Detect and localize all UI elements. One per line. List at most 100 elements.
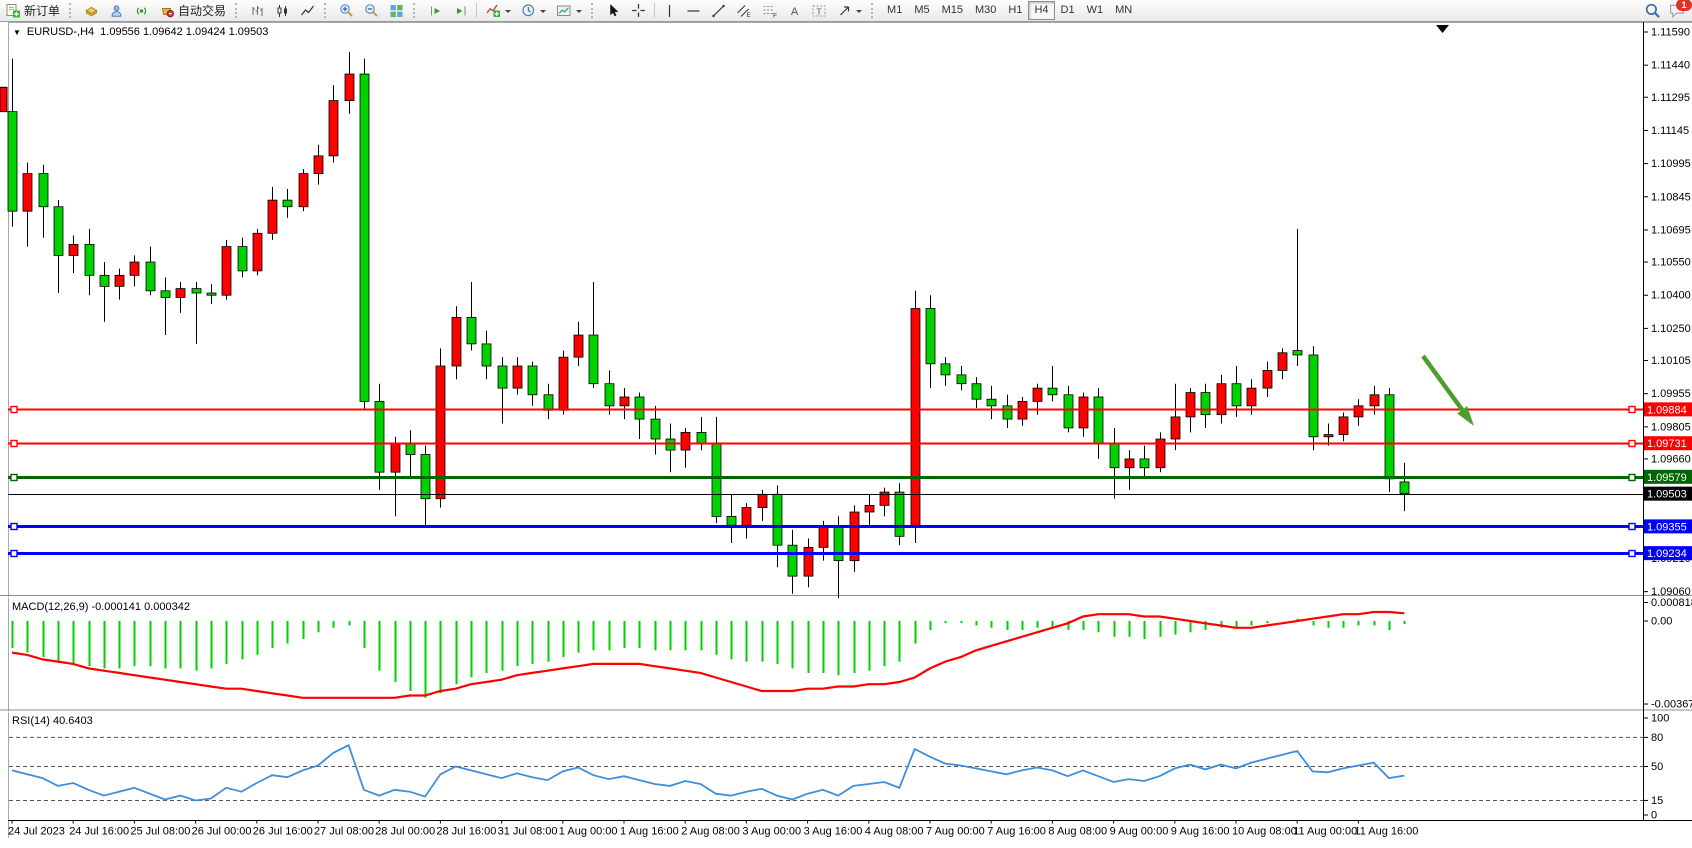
candle-body: [619, 396, 630, 407]
notifications-button[interactable]: 1: [1669, 0, 1692, 18]
candle-body: [1139, 458, 1150, 469]
timeframe-w1[interactable]: W1: [1086, 4, 1104, 16]
toolbar-separator: [476, 3, 478, 18]
chart-canvas[interactable]: 1.11590 1.11440 1.11295 1.11145 1.10995 1.108…: [0, 21, 1692, 848]
templates-button[interactable]: [551, 0, 587, 21]
pane-borders: [0, 22, 1692, 838]
time-axis-label: 9 Aug 00:00: [1110, 826, 1169, 838]
price-line-handle[interactable]: [1628, 439, 1636, 448]
candlestick-chart-button[interactable]: [270, 0, 295, 21]
candle-body: [573, 334, 584, 358]
market-watch-button[interactable]: [79, 0, 104, 21]
candle-body: [1384, 394, 1395, 480]
crosshair-button[interactable]: [626, 0, 651, 21]
zoom-in-icon: [340, 4, 353, 17]
rsi-line: [11, 743, 1405, 802]
candle-body: [634, 396, 645, 420]
horizontal-line-icon: [687, 9, 700, 12]
clock-icon: [522, 4, 535, 17]
price-line-handle[interactable]: [10, 439, 18, 448]
auto-scroll-icon: [431, 6, 441, 15]
horizontal-line-button[interactable]: [681, 0, 706, 21]
candle-body: [696, 431, 707, 444]
fibonacci-button[interactable]: F: [757, 0, 783, 21]
timeframe-m30[interactable]: M30: [975, 4, 997, 16]
candle-body: [451, 316, 462, 367]
arrow-annotation[interactable]: [1421, 354, 1466, 413]
candle-body: [1109, 443, 1120, 469]
candle-body: [940, 363, 951, 376]
zoom-out-button[interactable]: [359, 0, 384, 21]
shapes-button[interactable]: [832, 0, 867, 21]
auto-trading-button[interactable]: 自动交易: [154, 0, 231, 21]
profile-button[interactable]: [104, 0, 129, 21]
price-line-handle[interactable]: [10, 549, 18, 558]
price-line-handle[interactable]: [1628, 522, 1636, 531]
candle-body: [129, 261, 140, 276]
candle-body: [481, 343, 492, 367]
toolbar-separator: [654, 3, 656, 18]
trendline-button[interactable]: [706, 0, 731, 21]
auto-scroll-button[interactable]: [423, 0, 448, 21]
candle-body: [604, 383, 615, 407]
candle-body: [390, 443, 401, 473]
svg-text:T: T: [816, 6, 821, 16]
signal-button[interactable]: [129, 0, 154, 21]
signal-icon: [136, 6, 147, 15]
price-line-handle[interactable]: [1628, 473, 1636, 482]
time-axis-label: 9 Aug 16:00: [1171, 826, 1230, 838]
indicators-button[interactable]: [480, 0, 516, 21]
timeframe-mn[interactable]: MN: [1115, 4, 1133, 16]
candle-body: [741, 507, 752, 526]
candle-body: [114, 274, 125, 287]
candle-body: [665, 438, 676, 451]
time-axis-label: 1 Aug 16:00: [620, 826, 679, 838]
candle-body: [1292, 350, 1303, 356]
vertical-line-icon: [668, 4, 671, 17]
gold-cube-icon: [85, 6, 98, 16]
text-label-button[interactable]: T: [806, 0, 832, 21]
timeframe-m5[interactable]: M5: [914, 4, 930, 16]
bar-chart-button[interactable]: [245, 0, 270, 21]
candle-body: [206, 292, 217, 296]
search-icon[interactable]: [1645, 3, 1661, 19]
price-line-handle[interactable]: [10, 405, 18, 414]
cursor-button[interactable]: [601, 0, 626, 21]
chart-shift-button[interactable]: [448, 0, 473, 21]
timeframe-h1[interactable]: H1: [1008, 4, 1023, 16]
price-axis-tick: 1.10400: [1651, 290, 1691, 302]
price-line-handle[interactable]: [10, 522, 18, 531]
line-chart-button[interactable]: [295, 0, 320, 21]
rsi-layer: [9, 736, 1643, 802]
price-axis-tick: 1.10995: [1651, 158, 1691, 170]
chevron-down-icon: [856, 9, 863, 16]
tile-windows-button[interactable]: [384, 0, 409, 21]
chart-dropdown-icon[interactable]: ▼: [13, 27, 21, 37]
price-line-handle[interactable]: [1628, 405, 1636, 414]
timeframe-m1[interactable]: M1: [887, 4, 903, 16]
vertical-line-button[interactable]: [658, 0, 681, 21]
candle-body: [344, 73, 355, 101]
timeframe-m15[interactable]: M15: [941, 4, 963, 16]
toolbar-grip: [235, 3, 243, 18]
timeframe-d1[interactable]: D1: [1060, 4, 1075, 16]
time-axis-label: 10 Aug 08:00: [1232, 826, 1297, 838]
timeframe-h4[interactable]: H4: [1028, 1, 1055, 20]
candle-body: [833, 527, 844, 562]
channel-button[interactable]: E: [731, 0, 757, 21]
price-line-label-bg: [1644, 519, 1692, 534]
candle-body: [84, 243, 95, 276]
text-button[interactable]: A: [783, 0, 806, 21]
new-order-button[interactable]: 新订单: [0, 0, 65, 21]
candle-body: [680, 431, 691, 451]
time-axis-label: 3 Aug 00:00: [742, 826, 801, 838]
price-line-handle[interactable]: [10, 473, 18, 482]
toolbar-grip: [413, 3, 421, 18]
candle-body: [374, 401, 385, 473]
candle-body: [1185, 392, 1196, 418]
time-axis-label: 1 Aug 00:00: [559, 826, 618, 838]
zoom-in-button[interactable]: [334, 0, 359, 21]
candle-body: [726, 516, 737, 526]
periods-button[interactable]: [516, 0, 551, 21]
price-line-handle[interactable]: [1628, 549, 1636, 558]
